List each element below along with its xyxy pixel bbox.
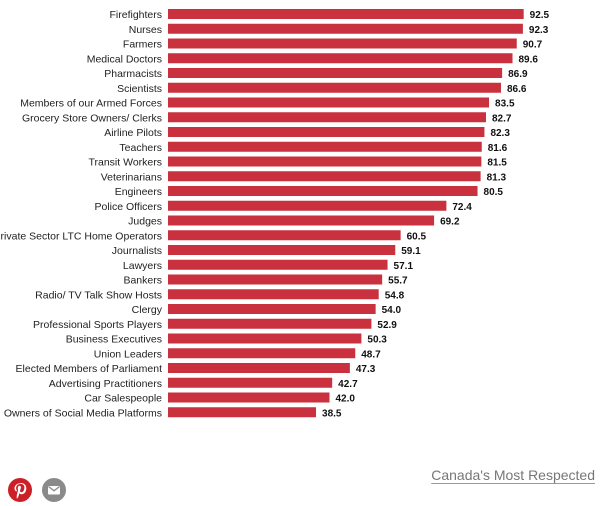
value-label: 82.7	[492, 113, 512, 124]
category-label: Police Officers	[95, 201, 163, 213]
category-label: Advertising Practitioners	[49, 378, 162, 390]
value-label: 69.2	[440, 217, 460, 228]
pinterest-icon	[8, 478, 32, 502]
bar	[168, 259, 388, 270]
bar	[168, 230, 401, 241]
value-label: 59.1	[401, 246, 421, 257]
bar	[168, 348, 356, 359]
bar	[168, 333, 362, 344]
category-label: Transit Workers	[88, 157, 162, 169]
category-label: Scientists	[117, 83, 162, 95]
value-label: 81.3	[487, 172, 507, 183]
value-label: 80.5	[484, 187, 504, 198]
bar	[168, 127, 485, 137]
category-label: Members of our Armed Forces	[20, 98, 162, 110]
value-label: 92.3	[529, 25, 549, 36]
category-label: Private Sector LTC Home Operators	[0, 230, 162, 242]
value-label: 48.7	[361, 349, 381, 360]
bar	[168, 186, 478, 196]
category-label: Veterinarians	[101, 171, 162, 183]
bar	[168, 156, 482, 167]
value-label: 55.7	[388, 276, 408, 287]
bar	[168, 304, 376, 314]
category-label: Judges	[128, 216, 162, 228]
bar	[168, 53, 513, 64]
bar	[168, 82, 501, 93]
category-label: Business Executives	[66, 334, 162, 346]
pinterest-share-button[interactable]	[8, 478, 32, 502]
value-label: 54.8	[385, 290, 405, 301]
category-label: Union Leaders	[94, 348, 162, 360]
value-label: 54.0	[382, 305, 402, 316]
category-label: Nurses	[129, 24, 162, 36]
bar	[168, 377, 333, 388]
category-label: Medical Doctors	[87, 53, 162, 65]
value-label: 86.9	[508, 69, 528, 80]
category-label: Pharmacists	[104, 68, 162, 80]
category-label: Airline Pilots	[104, 127, 162, 139]
category-label: Teachers	[119, 142, 162, 154]
category-label: Farmers	[123, 39, 162, 51]
bar	[168, 141, 482, 152]
bar	[168, 112, 486, 123]
value-label: 72.4	[452, 202, 472, 213]
value-label: 92.5	[530, 10, 550, 21]
value-label: 57.1	[394, 261, 414, 272]
category-label: Lawyers	[123, 260, 162, 272]
bar	[168, 245, 396, 255]
value-label: 50.3	[367, 335, 387, 346]
category-label: Grocery Store Owners/ Clerks	[22, 112, 162, 124]
value-label: 42.7	[338, 379, 358, 390]
category-label: Bankers	[123, 275, 162, 287]
value-label: 86.6	[507, 84, 527, 95]
bar	[168, 171, 481, 182]
bar	[168, 38, 517, 49]
bar	[168, 97, 490, 108]
value-label: 60.5	[407, 231, 427, 242]
value-label: 52.9	[377, 320, 397, 331]
value-label: 90.7	[523, 40, 543, 51]
category-label: Journalists	[112, 245, 162, 257]
email-share-button[interactable]	[42, 478, 66, 502]
bar-chart: Firefighters 92.5 Nurses 92.3 Farmers 90.7 Med…	[0, 9, 550, 419]
bar	[168, 392, 330, 403]
value-label: 42.0	[335, 394, 355, 405]
bar	[168, 318, 372, 329]
bar	[168, 215, 435, 226]
category-label: Professional Sports Players	[33, 319, 162, 331]
mail-icon	[42, 478, 66, 502]
category-label: Engineers	[115, 186, 162, 198]
value-label: 82.3	[490, 128, 510, 139]
bar	[168, 23, 523, 34]
value-label: 81.5	[487, 158, 507, 169]
category-label: Clergy	[132, 304, 163, 316]
bar	[168, 363, 350, 373]
value-label: 81.6	[488, 143, 508, 154]
source-link[interactable]: Canada's Most Respected	[431, 467, 595, 483]
category-label: Firefighters	[109, 9, 162, 21]
value-label: 47.3	[356, 364, 376, 375]
category-label: Car Salespeople	[84, 393, 162, 405]
value-label: 38.5	[322, 408, 342, 419]
bar	[168, 68, 503, 78]
bar	[168, 289, 379, 300]
category-label: Owners of Social Media Platforms	[4, 407, 162, 419]
bar	[168, 274, 383, 285]
category-label: Radio/ TV Talk Show Hosts	[35, 289, 162, 301]
category-label: Elected Members of Parliament	[16, 363, 163, 375]
bar	[168, 407, 317, 418]
value-label: 89.6	[519, 54, 539, 65]
bar	[168, 9, 524, 19]
value-label: 83.5	[495, 99, 515, 110]
bar	[168, 200, 447, 211]
